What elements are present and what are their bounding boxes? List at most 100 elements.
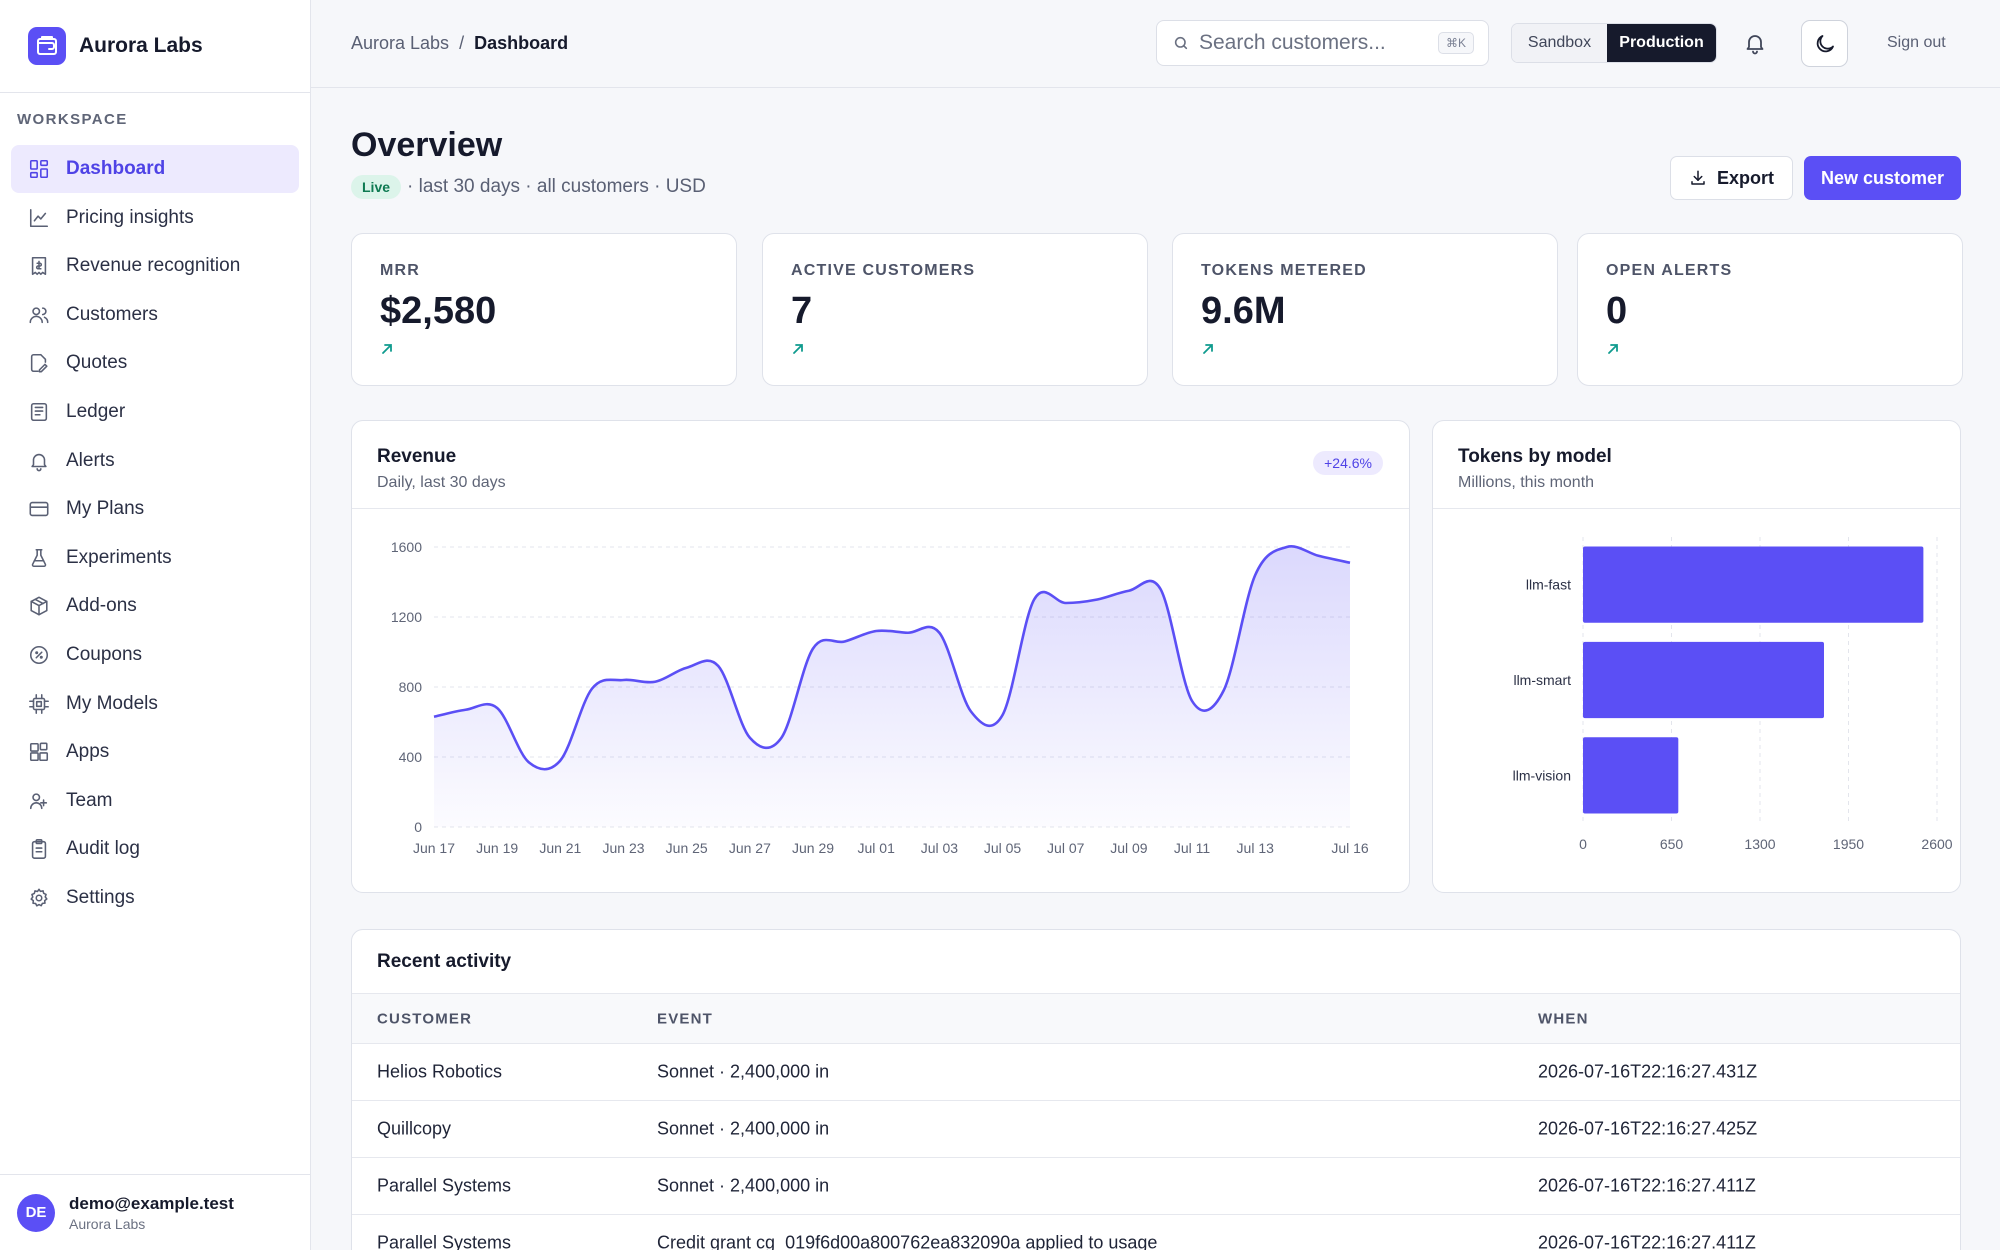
sign-out-link[interactable]: Sign out	[1887, 34, 1946, 51]
category-label: llm-smart	[1513, 672, 1571, 688]
brand[interactable]: Aurora Labs	[0, 0, 310, 93]
flask-icon	[31, 548, 47, 567]
x-tick-label: Jul 05	[984, 840, 1022, 856]
x-tick-label: Jul 07	[1047, 840, 1085, 856]
revenue-area	[434, 546, 1350, 827]
sidebar-item-label: My Models	[66, 692, 158, 714]
environment-toggle: Sandbox Production	[1511, 23, 1717, 63]
dashboard-icon	[29, 159, 49, 179]
sidebar-item-customers[interactable]: Customers	[11, 291, 299, 339]
apps-icon	[29, 742, 49, 762]
new-customer-button[interactable]: New customer	[1804, 156, 1961, 200]
env-production-option[interactable]: Production	[1607, 24, 1716, 62]
sidebar-item-ledger[interactable]: Ledger	[11, 388, 299, 436]
sidebar-item-pricing-insights[interactable]: Pricing insights	[11, 194, 299, 242]
ledger-icon	[30, 402, 48, 421]
x-tick-label: 1950	[1833, 836, 1864, 852]
cell-event: Sonnet · 2,400,000 in	[657, 1118, 830, 1139]
x-tick-label: Jul 11	[1174, 840, 1211, 856]
x-tick-label: 0	[1579, 836, 1587, 852]
kpi-label: MRR	[380, 262, 421, 279]
env-sandbox-option[interactable]: Sandbox	[1512, 24, 1607, 62]
table-row[interactable]: Parallel Systems Sonnet · 2,400,000 in 202…	[352, 1158, 1960, 1215]
sidebar-item-apps[interactable]: Apps	[11, 728, 299, 776]
overview-filters: · last 30 days · all customers · USD	[407, 176, 706, 197]
breadcrumb: Aurora Labs / Dashboard	[351, 33, 568, 54]
sidebar: Aurora Labs WORKSPACE Dashboard Pricing i…	[0, 0, 311, 1250]
credit-card-icon	[29, 501, 49, 517]
sidebar-item-my-models[interactable]: My Models	[11, 680, 299, 728]
y-tick-label: 400	[399, 749, 423, 765]
sidebar-item-revenue-recognition[interactable]: Revenue recognition	[11, 242, 299, 290]
sidebar-item-settings[interactable]: Settings	[11, 874, 299, 922]
kpi-card-active-customers: ACTIVE CUSTOMERS 7	[762, 233, 1148, 386]
topbar: Aurora Labs / Dashboard Search customers..…	[311, 0, 2000, 88]
kpi-card-open-alerts: OPEN ALERTS 0	[1577, 233, 1963, 386]
notifications-bell-icon[interactable]	[1743, 30, 1767, 61]
brand-name: Aurora Labs	[79, 34, 203, 57]
x-tick-label: Jul 09	[1110, 840, 1148, 856]
cpu-icon	[29, 693, 49, 714]
kpi-value: 0	[1606, 290, 1628, 332]
table-row[interactable]: Helios Robotics Sonnet · 2,400,000 in 2026…	[352, 1044, 1960, 1101]
sidebar-item-team[interactable]: Team	[11, 777, 299, 825]
cell-customer: Quillcopy	[377, 1118, 452, 1139]
theme-toggle-button[interactable]	[1801, 20, 1848, 67]
revenue-card: Revenue Daily, last 30 days +24.6% 0 400 8…	[351, 420, 1410, 893]
search-placeholder: Search customers...	[1199, 31, 1386, 54]
cell-when: 2026-07-16T22:16:27.425Z	[1538, 1118, 1758, 1139]
sidebar-item-coupons[interactable]: Coupons	[11, 631, 299, 679]
export-label: Export	[1716, 167, 1774, 188]
workspace-label: WORKSPACE	[17, 111, 128, 128]
breadcrumb-separator: /	[459, 33, 465, 53]
x-tick-label: 650	[1660, 836, 1684, 852]
kpi-label: OPEN ALERTS	[1606, 262, 1733, 279]
y-tick-label: 800	[399, 679, 423, 695]
revenue-change-badge: +24.6%	[1313, 451, 1383, 475]
trend-up-arrow-icon	[380, 342, 736, 361]
bar	[1583, 641, 1824, 719]
column-header-customer: CUSTOMER	[377, 1010, 473, 1027]
category-label: llm-fast	[1526, 577, 1571, 593]
revenue-chart: 0 400 800 1200 1600 Jun 17 Jun 19 Jun 21 Jun 23 J…	[391, 539, 1369, 856]
user-menu[interactable]: DE demo@example.test Aurora Labs	[0, 1174, 310, 1250]
gear-icon	[30, 888, 48, 907]
sidebar-item-my-plans[interactable]: My Plans	[11, 485, 299, 533]
sidebar-item-label: Dashboard	[66, 158, 166, 179]
x-tick-label: 1300	[1744, 836, 1775, 852]
avatar: DE	[17, 1193, 55, 1232]
sidebar-item-experiments[interactable]: Experiments	[11, 534, 299, 582]
sidebar-item-quotes[interactable]: Quotes	[11, 339, 299, 387]
x-tick-label: Jul 01	[858, 840, 896, 856]
cell-customer: Parallel Systems	[377, 1232, 512, 1250]
sidebar-item-dashboard[interactable]: Dashboard	[11, 145, 299, 193]
sidebar-item-alerts[interactable]: Alerts	[11, 437, 299, 485]
search-icon	[1174, 36, 1188, 50]
table-row[interactable]: Quillcopy Sonnet · 2,400,000 in 2026-07-16…	[352, 1101, 1960, 1158]
cell-event: Credit grant cg_019f6d00a800762ea832090a…	[657, 1232, 1158, 1250]
table-row[interactable]: Parallel Systems Credit grant cg_019f6d00…	[352, 1215, 1960, 1250]
sidebar-item-add-ons[interactable]: Add-ons	[11, 582, 299, 630]
cell-when: 2026-07-16T22:16:27.411Z	[1538, 1232, 1756, 1250]
kpi-label: TOKENS METERED	[1201, 262, 1367, 279]
x-tick-label: Jun 19	[476, 840, 518, 856]
tokens-card: Tokens by model Millions, this month 0 65…	[1432, 420, 1961, 893]
sidebar-item-label: Coupons	[66, 643, 143, 665]
bar	[1583, 737, 1679, 814]
x-tick-label: Jul 16	[1331, 840, 1369, 856]
breadcrumb-root[interactable]: Aurora Labs	[351, 33, 450, 53]
download-icon	[1691, 170, 1705, 185]
page-title: Overview	[351, 126, 503, 164]
search-input[interactable]: Search customers... ⌘K	[1156, 20, 1489, 66]
sidebar-item-label: Alerts	[66, 449, 115, 471]
kpi-card-tokens-metered: TOKENS METERED 9.6M	[1172, 233, 1558, 386]
x-tick-label: Jun 21	[539, 840, 581, 856]
x-tick-label: Jun 25	[666, 840, 708, 856]
sidebar-item-audit-log[interactable]: Audit log	[11, 825, 299, 873]
kpi-value: 7	[791, 290, 813, 332]
cell-event: Sonnet · 2,400,000 in	[657, 1175, 830, 1196]
x-tick-label: Jun 27	[729, 840, 771, 856]
x-tick-label: Jul 13	[1237, 840, 1275, 856]
export-button[interactable]: Export	[1670, 156, 1793, 200]
revenue-subtitle: Daily, last 30 days	[377, 474, 506, 491]
